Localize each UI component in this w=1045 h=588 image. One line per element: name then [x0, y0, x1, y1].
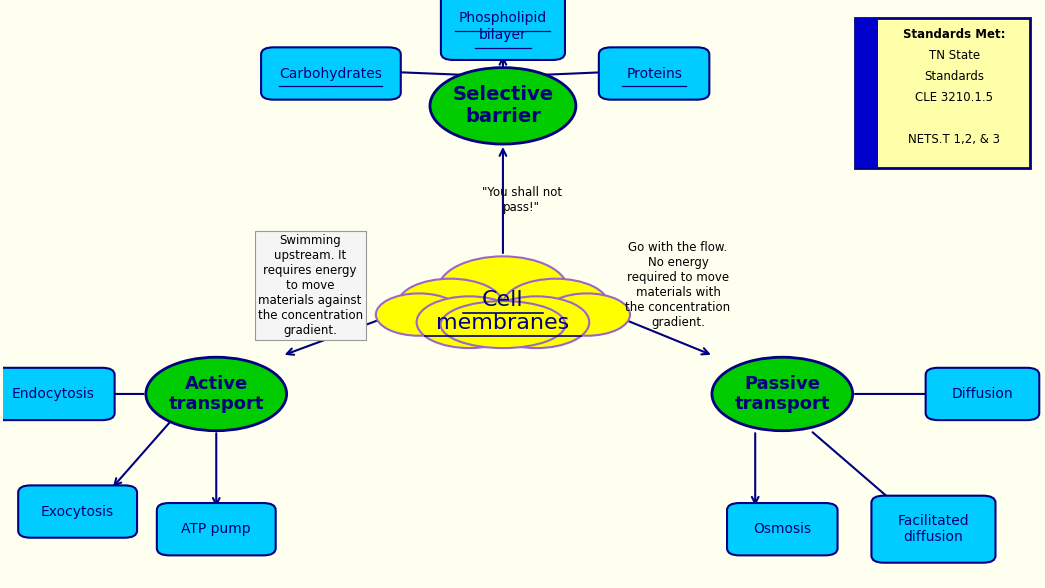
Text: Standards: Standards: [925, 70, 984, 83]
FancyBboxPatch shape: [872, 496, 996, 563]
Text: Go with the flow.
No energy
required to move
materials with
the concentration
gr: Go with the flow. No energy required to …: [626, 241, 730, 329]
Text: NETS.T 1,2, & 3: NETS.T 1,2, & 3: [908, 133, 1000, 146]
Ellipse shape: [441, 301, 565, 348]
FancyBboxPatch shape: [0, 368, 115, 420]
FancyBboxPatch shape: [157, 503, 276, 555]
Text: Cell: Cell: [482, 290, 524, 310]
Text: Passive
transport: Passive transport: [735, 375, 830, 413]
Text: Osmosis: Osmosis: [753, 522, 811, 536]
Text: "You shall not
pass!": "You shall not pass!": [482, 186, 562, 214]
Text: membranes: membranes: [437, 313, 570, 333]
Ellipse shape: [543, 293, 630, 336]
Text: ATP pump: ATP pump: [182, 522, 251, 536]
FancyBboxPatch shape: [855, 18, 878, 168]
Ellipse shape: [429, 68, 576, 144]
Ellipse shape: [376, 293, 462, 336]
Ellipse shape: [503, 279, 608, 330]
Ellipse shape: [146, 358, 286, 431]
Ellipse shape: [484, 296, 589, 348]
Text: Facilitated
diffusion: Facilitated diffusion: [898, 514, 970, 544]
Text: Carbohydrates: Carbohydrates: [279, 66, 382, 81]
Text: Swimming
upstream. It
requires energy
to move
materials against
the concentratio: Swimming upstream. It requires energy to…: [257, 233, 363, 337]
Text: Exocytosis: Exocytosis: [41, 505, 114, 519]
Text: Endocytosis: Endocytosis: [11, 387, 94, 401]
Text: Standards Met:: Standards Met:: [903, 28, 1005, 41]
Text: Active
transport: Active transport: [168, 375, 264, 413]
FancyBboxPatch shape: [441, 0, 565, 60]
Text: Selective
barrier: Selective barrier: [452, 85, 554, 126]
Ellipse shape: [712, 358, 853, 431]
Text: CLE 3210.1.5: CLE 3210.1.5: [915, 91, 994, 104]
Ellipse shape: [417, 296, 522, 348]
FancyBboxPatch shape: [18, 486, 137, 537]
Text: Diffusion: Diffusion: [952, 387, 1014, 401]
FancyBboxPatch shape: [261, 48, 401, 100]
FancyBboxPatch shape: [727, 503, 837, 555]
Ellipse shape: [397, 279, 503, 330]
FancyBboxPatch shape: [855, 18, 1030, 168]
Text: Proteins: Proteins: [626, 66, 682, 81]
FancyBboxPatch shape: [599, 48, 710, 100]
Text: Phospholipid
bilayer: Phospholipid bilayer: [459, 11, 548, 42]
Text: TN State: TN State: [929, 49, 980, 62]
Ellipse shape: [438, 256, 567, 322]
FancyBboxPatch shape: [926, 368, 1040, 420]
